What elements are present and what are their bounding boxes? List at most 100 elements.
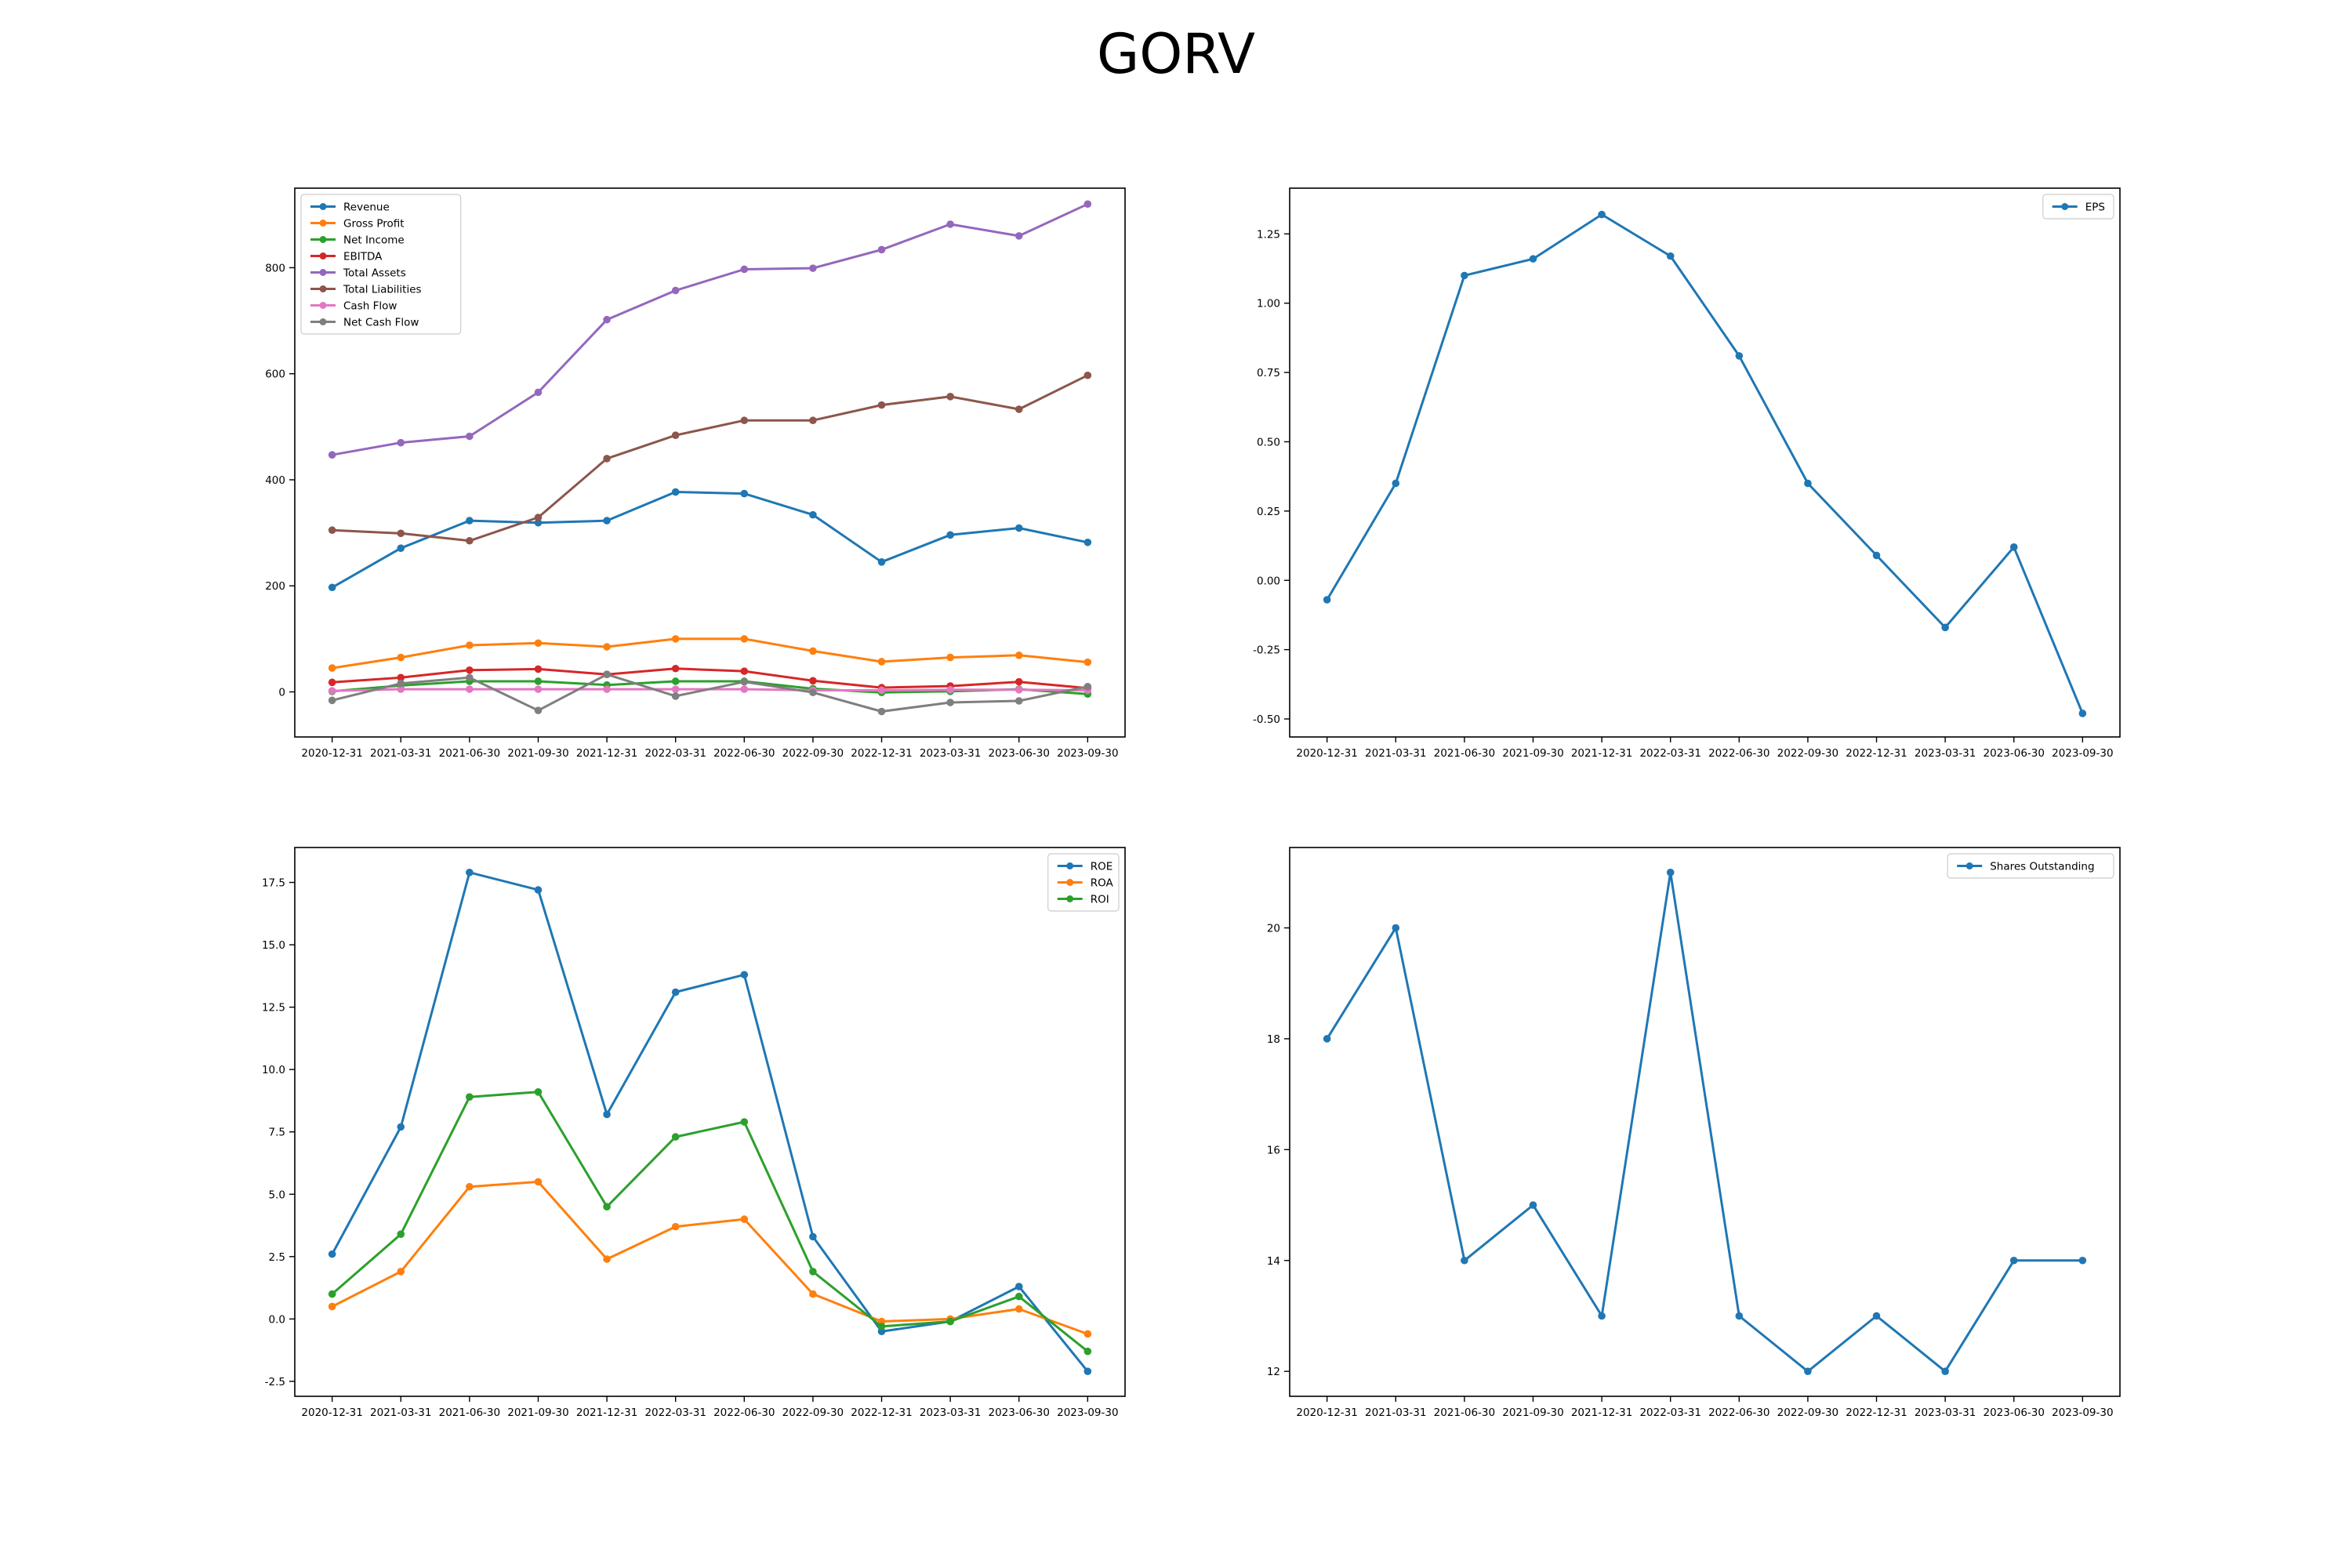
- total-liabilities-point: [671, 431, 680, 439]
- ebitda-point: [534, 665, 543, 673]
- x-tick-label: 2023-03-31: [920, 747, 981, 760]
- legend-box: [1047, 853, 1120, 912]
- total-assets-point: [740, 265, 749, 274]
- cash-flow-point: [534, 685, 543, 693]
- y-tick-label: 1.25: [1257, 228, 1280, 241]
- y-tick-label: 18: [1267, 1033, 1280, 1046]
- x-tick-label: 2022-06-30: [1708, 1406, 1769, 1419]
- total-assets-point: [397, 438, 405, 447]
- x-tick-label: 2021-03-31: [1365, 1406, 1426, 1419]
- ebitda-point: [740, 667, 749, 675]
- total-liabilities-point: [534, 514, 543, 521]
- roe-point: [1083, 1367, 1092, 1375]
- gross-profit-point: [466, 641, 474, 649]
- total-assets-point: [466, 432, 474, 441]
- gross-profit-line: [332, 637, 1088, 670]
- revenue-legend-label: Revenue: [343, 201, 390, 214]
- x-tick-label: 2021-09-30: [1502, 747, 1563, 760]
- shares-outstanding-chart: 2020-12-31 2021-03-31 2021-06-30 2021-09-30…: [1267, 847, 2121, 1419]
- axes-frame: [294, 187, 1126, 738]
- gross-profit-point: [1083, 658, 1092, 666]
- total-assets-legend-label: Total Assets: [343, 267, 406, 280]
- gross-profit-point: [397, 653, 405, 662]
- shares-outstanding-point: [1804, 1367, 1812, 1375]
- total-assets-point: [671, 286, 680, 295]
- eps-point: [1804, 479, 1812, 488]
- x-tick-label: 2023-03-31: [1915, 747, 1976, 760]
- eps-point: [1461, 271, 1468, 280]
- revenue-point: [1014, 524, 1023, 532]
- roi-point: [1014, 1292, 1023, 1301]
- x-tick-label: 2023-06-30: [989, 747, 1050, 760]
- roe-legend-marker: [1066, 862, 1074, 869]
- cash-flow-point: [397, 685, 405, 693]
- roi-point: [534, 1088, 543, 1096]
- returns-chart: 2020-12-31 2021-03-31 2021-06-30 2021-09-30…: [262, 847, 1126, 1419]
- gross-profit-legend-marker: [319, 220, 327, 227]
- roi-line: [331, 1091, 1089, 1352]
- shares-outstanding-point: [1529, 1201, 1537, 1209]
- ebitda-legend-marker: [319, 252, 327, 260]
- net-income-line: [332, 680, 1088, 695]
- revenue-point: [671, 488, 680, 496]
- gross-profit-point: [328, 664, 336, 672]
- roa-point: [740, 1215, 749, 1223]
- gross-profit-point: [534, 639, 543, 648]
- revenue-point: [466, 517, 474, 524]
- roe-point: [328, 1250, 336, 1258]
- revenue-point: [946, 531, 954, 539]
- roa-point: [534, 1178, 543, 1186]
- y-tick-label: -0.25: [1253, 644, 1280, 657]
- x-tick-label: 2023-06-30: [1984, 747, 2045, 760]
- eps-point: [1666, 252, 1675, 260]
- y-tick-label: 0: [278, 687, 285, 699]
- net-cash-flow-point: [534, 706, 543, 714]
- x-tick-label: 2022-09-30: [1777, 747, 1838, 760]
- eps-point: [1529, 255, 1537, 263]
- shares-outstanding-line: [1326, 871, 2083, 1373]
- ebitda-point: [466, 666, 474, 674]
- x-tick-label: 2021-12-31: [1571, 747, 1632, 760]
- net-cash-flow-point: [1083, 682, 1092, 691]
- y-tick-label: 2.5: [269, 1251, 285, 1264]
- cash-flow-point: [946, 686, 954, 694]
- x-tick-label: 2023-09-30: [2052, 747, 2113, 760]
- shares-outstanding-point: [1598, 1312, 1606, 1320]
- roi-point: [397, 1230, 405, 1238]
- axes-frame: [1289, 847, 2121, 1397]
- legend-box: [2042, 194, 2114, 220]
- x-tick-label: 2023-03-31: [1915, 1406, 1976, 1419]
- x-tick-label: 2020-12-31: [1296, 747, 1357, 760]
- total-assets-point: [946, 220, 954, 228]
- total-assets-point: [328, 451, 336, 459]
- total-liabilities-point: [740, 416, 749, 425]
- total-liabilities-point: [328, 526, 336, 535]
- cash-flow-legend-marker: [319, 302, 327, 309]
- x-tick-label: 2023-09-30: [2052, 1406, 2113, 1419]
- roa-legend-marker: [1066, 879, 1074, 886]
- revenue-point: [534, 518, 543, 527]
- cash-flow-legend-label: Cash Flow: [343, 300, 397, 313]
- y-tick-label: 12: [1267, 1366, 1280, 1378]
- y-tick-label: 0.0: [269, 1313, 285, 1326]
- total-liabilities-point: [603, 455, 611, 463]
- roa-point: [1083, 1330, 1092, 1338]
- y-tick-label: 0.00: [1257, 575, 1280, 587]
- gross-profit-point: [877, 658, 886, 666]
- y-tick-label: 800: [265, 262, 285, 274]
- revenue-point: [397, 544, 405, 553]
- cash-flow-point: [603, 685, 611, 693]
- gross-profit-point: [946, 653, 954, 662]
- x-tick-label: 2022-03-31: [1639, 1406, 1700, 1419]
- roe-point: [671, 988, 680, 996]
- total-liabilities-point: [397, 529, 405, 538]
- cash-flow-point: [671, 685, 680, 693]
- gross-profit-point: [671, 635, 680, 643]
- x-tick-label: 2022-03-31: [1639, 747, 1700, 760]
- cash-flow-point: [328, 687, 336, 695]
- net-cash-flow-point: [328, 696, 336, 705]
- roe-point: [466, 869, 474, 877]
- shares-outstanding-legend-label: Shares Outstanding: [1990, 861, 2094, 873]
- total-liabilities-point: [946, 392, 954, 401]
